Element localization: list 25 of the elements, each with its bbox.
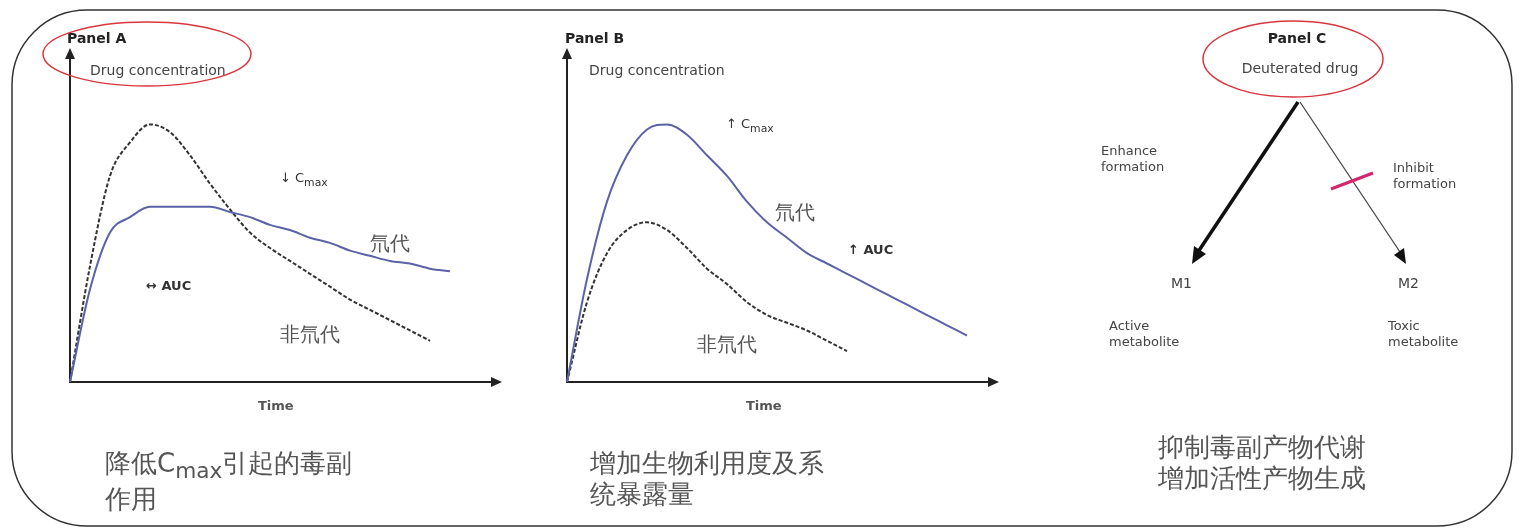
text: 降低C$_{max}$引起的毒副作用	[105, 448, 353, 515]
series-label: 氘代	[370, 231, 410, 256]
text: Deuterated drug	[1240, 60, 1360, 77]
y-axis-title: Drug concentration	[589, 62, 725, 79]
text: Panel C	[1266, 30, 1328, 47]
y-axis-title: Drug concentration	[90, 62, 226, 79]
text: M1	[1171, 275, 1192, 292]
annotation: ↑ C$_{max}$	[726, 116, 774, 135]
text: 增加生物利用度及系统暴露量	[590, 448, 825, 511]
annotation: ↓ C$_{max}$	[280, 170, 328, 189]
chart-title: Panel A	[67, 30, 127, 47]
chart-title: Panel B	[565, 30, 625, 47]
annotation: ↔ AUC	[146, 278, 192, 294]
text: M2	[1398, 275, 1419, 292]
text: Toxic metabolite	[1388, 318, 1460, 350]
text: Active metabolite	[1109, 318, 1181, 350]
text: Enhance formation	[1101, 143, 1166, 175]
x-axis-title: Time	[258, 398, 294, 414]
annotation: ↑ AUC	[848, 242, 894, 258]
series-label: 非氘代	[697, 332, 757, 357]
series-label: 氘代	[775, 199, 815, 224]
text: 抑制毒副产物代谢增加活性产物生成	[1158, 432, 1367, 495]
x-axis-title: Time	[746, 398, 782, 414]
series-label: 非氘代	[280, 322, 340, 347]
text: Inhibit formation	[1393, 160, 1458, 192]
